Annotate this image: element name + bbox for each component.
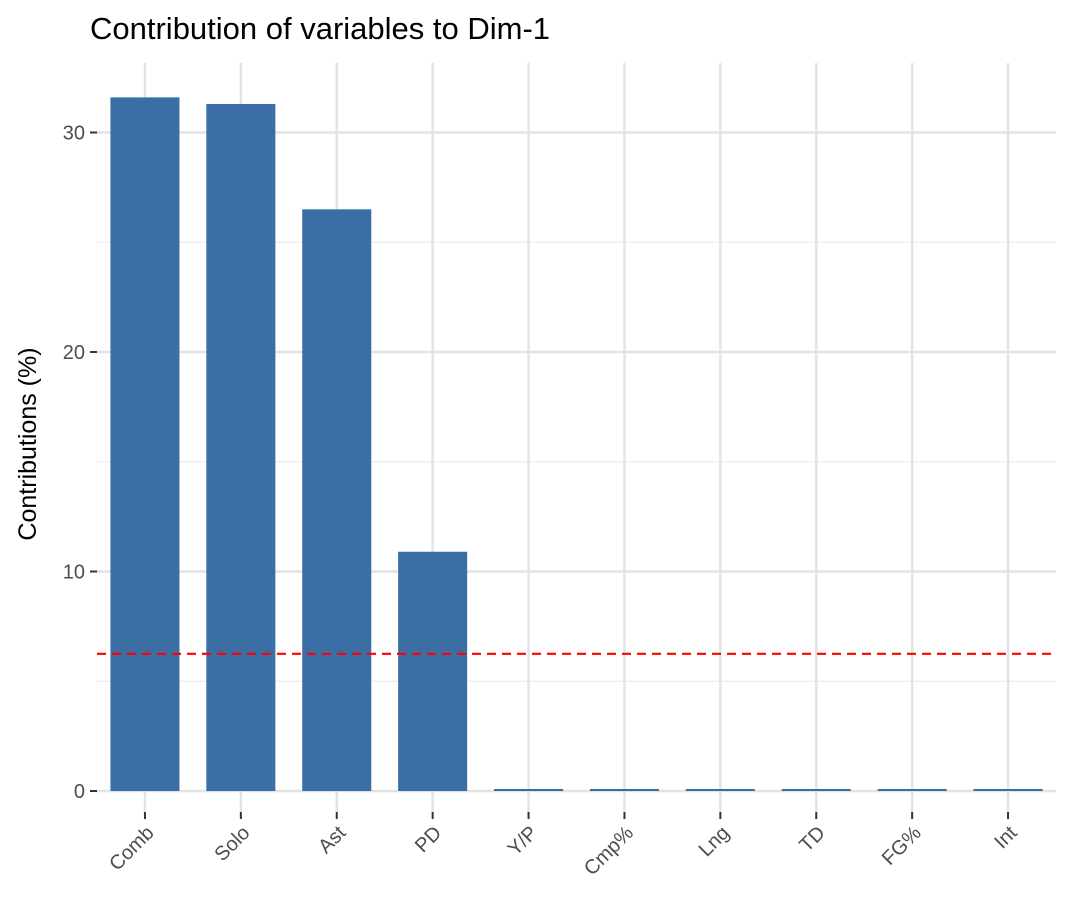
x-tick-label-lng: Lng <box>695 822 734 861</box>
bar-cmp-pct <box>589 789 659 791</box>
y-tick-label: 30 <box>63 123 85 145</box>
x-tick-label-int: Int <box>990 822 1022 854</box>
x-tick-label-pd: PD <box>411 822 446 857</box>
bars-layer <box>110 97 1043 792</box>
y-tick-label: 10 <box>63 562 85 584</box>
x-tick-label-td: TD <box>795 822 829 856</box>
bar-pd <box>398 551 468 791</box>
chart-title: Contribution of variables to Dim-1 <box>90 11 550 46</box>
bar-td <box>781 789 851 791</box>
bar-solo <box>206 103 276 792</box>
bar-fg-pct <box>877 789 947 791</box>
bar-ast <box>302 209 372 791</box>
y-tick-label: 0 <box>74 781 85 803</box>
bar-lng <box>685 789 755 791</box>
x-tick-label-y-p: Y/P <box>504 822 542 860</box>
x-tick-label-ast: Ast <box>314 822 350 858</box>
y-axis-label: Contributions (%) <box>14 347 42 540</box>
bar-y-p <box>494 789 564 791</box>
x-tick-label-fg-pct: FG% <box>878 822 926 870</box>
y-tick-label: 20 <box>63 342 85 364</box>
bar-int <box>973 789 1043 791</box>
x-tick-label-solo: Solo <box>211 822 255 866</box>
x-tick-label-cmp-pct: Cmp% <box>580 822 638 880</box>
x-tick-label-comb: Comb <box>105 822 158 875</box>
bar-comb <box>110 97 180 791</box>
